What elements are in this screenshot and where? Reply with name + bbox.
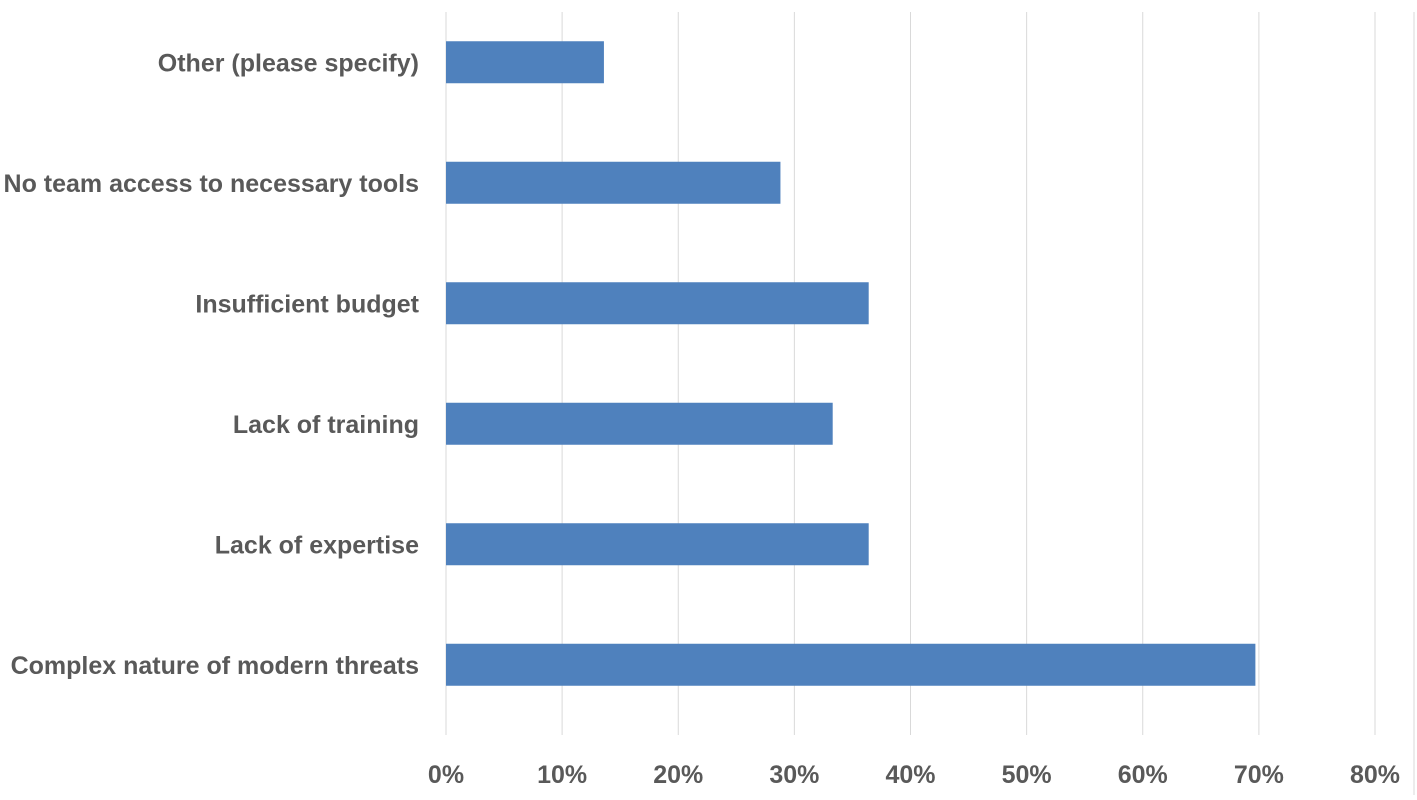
bar [446, 402, 833, 445]
category-labels: Other (please specify) No team access to … [4, 49, 420, 680]
bar [446, 161, 781, 204]
category-label: Lack of expertise [215, 531, 419, 559]
gridlines [445, 12, 1415, 795]
x-tick-label: 60% [1118, 761, 1168, 789]
bar [446, 282, 869, 325]
bar [446, 41, 604, 84]
x-tick-label: 0% [428, 761, 464, 789]
bar [446, 523, 869, 566]
x-axis-tick-labels: 0% 10% 20% 30% 40% 50% 60% 70% 80% [428, 761, 1400, 789]
x-tick-label: 10% [537, 761, 587, 789]
x-tick-label: 50% [1002, 761, 1052, 789]
category-label: No team access to necessary tools [4, 170, 419, 198]
category-label: Complex nature of modern threats [11, 652, 419, 680]
x-tick-label: 40% [885, 761, 935, 789]
x-tick-label: 80% [1350, 761, 1400, 789]
bars [446, 41, 1256, 686]
x-tick-label: 30% [769, 761, 819, 789]
category-label: Lack of training [233, 411, 419, 439]
category-label: Other (please specify) [158, 49, 419, 77]
category-label: Insufficient budget [195, 290, 419, 318]
x-tick-label: 20% [653, 761, 703, 789]
bar [446, 643, 1256, 686]
x-tick-label: 70% [1234, 761, 1284, 789]
